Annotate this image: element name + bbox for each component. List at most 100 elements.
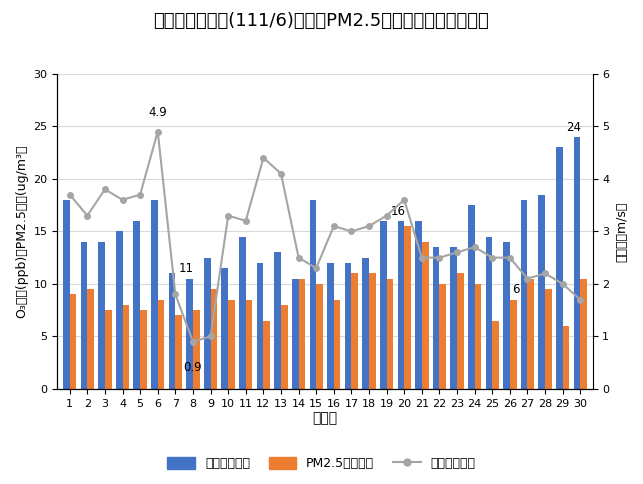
風速日平均值 (101, 186, 109, 192)
風速日平均值 (576, 297, 584, 302)
風速日平均值 (471, 244, 478, 250)
Bar (123, 305, 129, 389)
Bar (433, 247, 439, 389)
Bar (475, 284, 482, 389)
Bar (168, 273, 176, 389)
風速日平均值 (154, 129, 161, 135)
Bar (510, 300, 516, 389)
Bar (493, 321, 499, 389)
Bar (151, 200, 158, 389)
風速日平均值 (418, 255, 426, 260)
Bar (186, 279, 193, 389)
風速日平均值 (66, 192, 73, 197)
風速日平均值 (84, 212, 91, 218)
風速日平均值 (206, 333, 214, 339)
Bar (176, 316, 182, 389)
Text: 6: 6 (512, 283, 520, 296)
Bar (369, 273, 376, 389)
Text: 24: 24 (566, 121, 581, 134)
Bar (521, 200, 527, 389)
Legend: 臭氧日平均值, PM2.5日平均值, 風速日平均值: 臭氧日平均值, PM2.5日平均值, 風速日平均值 (163, 453, 480, 475)
Bar (63, 200, 69, 389)
Bar (380, 221, 386, 389)
風速日平均值 (119, 197, 127, 203)
Bar (204, 257, 210, 389)
Bar (503, 242, 510, 389)
Bar (450, 247, 457, 389)
Bar (239, 237, 246, 389)
風速日平均值 (489, 255, 496, 260)
風速日平均值 (435, 255, 443, 260)
風速日平均值 (294, 255, 302, 260)
Bar (158, 300, 165, 389)
Text: 4.9: 4.9 (149, 106, 167, 119)
Bar (316, 284, 323, 389)
Bar (580, 279, 587, 389)
Bar (298, 279, 305, 389)
X-axis label: 日　期: 日 期 (312, 411, 338, 425)
Bar (140, 310, 147, 389)
Bar (228, 300, 235, 389)
Bar (210, 289, 217, 389)
Text: 0.9: 0.9 (184, 361, 203, 374)
Y-axis label: O₃濃度(ppb)、PM2.5濃度(ug/m³）: O₃濃度(ppb)、PM2.5濃度(ug/m³） (15, 145, 28, 318)
Bar (563, 326, 569, 389)
風速日平均值 (348, 228, 356, 234)
風速日平均值 (136, 192, 144, 197)
Bar (485, 237, 493, 389)
Bar (275, 252, 281, 389)
Bar (309, 200, 316, 389)
Bar (527, 279, 534, 389)
Bar (193, 310, 200, 389)
Bar (439, 284, 446, 389)
Bar (98, 242, 105, 389)
Bar (362, 257, 369, 389)
風速日平均值 (312, 265, 320, 271)
風速日平均值 (242, 218, 249, 224)
風速日平均值 (506, 255, 514, 260)
Text: 16: 16 (390, 205, 405, 217)
Bar (264, 321, 270, 389)
Bar (468, 205, 475, 389)
Bar (134, 221, 140, 389)
風速日平均值 (189, 339, 197, 345)
Bar (246, 300, 253, 389)
風速日平均值 (260, 155, 267, 161)
Bar (574, 137, 580, 389)
Bar (404, 226, 411, 389)
Bar (386, 279, 394, 389)
Bar (87, 289, 94, 389)
風速日平均值 (330, 223, 338, 229)
Bar (334, 300, 341, 389)
風速日平均值 (559, 281, 566, 287)
Bar (327, 263, 334, 389)
Text: 11: 11 (179, 262, 194, 275)
Bar (105, 310, 112, 389)
Line: 風速日平均值: 風速日平均值 (67, 129, 583, 345)
Bar (457, 273, 464, 389)
Bar (281, 305, 287, 389)
風速日平均值 (453, 249, 461, 255)
Bar (545, 289, 552, 389)
Y-axis label: 風　速（m/s）: 風 速（m/s） (615, 201, 628, 261)
風速日平均值 (383, 212, 390, 218)
風速日平均值 (277, 171, 285, 177)
風速日平均值 (523, 276, 531, 282)
Text: 環保署線西測站(111/6)臭氧、PM2.5與風速日平均值趨勢圖: 環保署線西測站(111/6)臭氧、PM2.5與風速日平均值趨勢圖 (154, 12, 489, 30)
Bar (422, 242, 428, 389)
風速日平均值 (365, 223, 373, 229)
Bar (345, 263, 352, 389)
Bar (292, 279, 298, 389)
Bar (116, 231, 123, 389)
Bar (538, 195, 545, 389)
風速日平均值 (224, 212, 232, 218)
Bar (397, 221, 404, 389)
風速日平均值 (541, 271, 549, 276)
Bar (352, 273, 358, 389)
風速日平均值 (172, 291, 179, 297)
風速日平均值 (401, 197, 408, 203)
Bar (80, 242, 87, 389)
Bar (556, 147, 563, 389)
Bar (69, 294, 77, 389)
Bar (221, 268, 228, 389)
